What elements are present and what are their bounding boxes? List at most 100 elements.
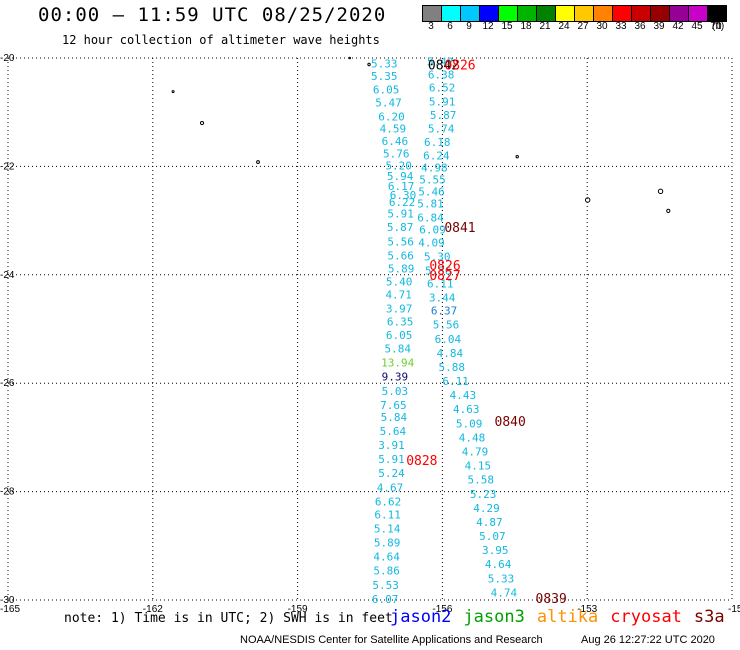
wave-height-value: 5.91 [378,453,405,466]
wave-height-value: 5.55 [419,173,446,186]
satellite-altika: altika [536,607,599,627]
wave-height-value: 5.40 [386,275,413,288]
wave-height-value: 5.87 [430,109,457,122]
legend-label: 30 [596,21,608,32]
legend-swatch [499,6,518,21]
island-outline [199,120,205,126]
wave-height-value: 5.91 [387,208,414,221]
legend-swatch [537,6,556,21]
wave-height-value: 6.84 [417,211,444,224]
wave-height-value: 4.87 [476,516,503,529]
lat-tick-label: -26 [0,378,15,389]
legend-swatch [480,6,499,21]
legend-swatch [651,6,670,21]
wave-height-value: 5.20 [385,159,412,172]
island-outline [666,208,671,213]
island-outline [515,154,519,159]
wave-height-value: 5.91 [429,95,456,108]
wave-height-value: 5.30 [424,250,451,263]
wave-height-value: 5.84 [384,343,411,356]
wave-height-value: 6.05 [386,329,413,342]
lon-tick-label: -159 [288,604,308,615]
wave-height-value: 4.43 [450,389,477,402]
wave-height-value: 6.09 [419,223,446,236]
footer-timestamp: Aug 26 12:27:22 UTC 2020 [581,634,715,646]
wave-height-value: 6.38 [428,68,455,81]
wave-height-value: 5.09 [456,417,483,430]
wave-height-value: 5.07 [479,530,506,543]
wave-height-value: 5.36 [425,264,452,277]
wave-height-value: 6.18 [424,136,451,149]
pass-time-label: 0840 [495,415,526,430]
legend-label: 36 [634,21,646,32]
legend-label: 33 [615,21,627,32]
wave-height-value: 6.22 [389,196,416,209]
wave-height-value: 5.47 [375,96,402,109]
wave-height-value: 6.37 [431,305,458,318]
legend-label: 18 [520,21,532,32]
legend-label: 24 [558,21,570,32]
wave-height-value: 5.46 [418,185,445,198]
pass-time-label: 0839 [536,592,567,607]
lon-tick-label: -153 [577,604,597,615]
legend-label: 21 [539,21,551,32]
wave-height-value: 5.33 [371,57,398,70]
footer-note: note: 1) Time is in UTC; 2) SWH is in fe… [64,611,393,626]
lon-tick-label: -162 [143,604,163,615]
wave-height-value: 5.24 [378,467,405,480]
wave-height-value: 9.39 [382,371,409,384]
lat-tick-label: -24 [0,270,15,281]
legend-label: 9 [466,21,472,32]
pass-time-label: 0841 [444,221,475,236]
lat-tick-label: -22 [0,161,15,172]
legend-swatch [708,6,726,21]
wave-height-value: 3.95 [482,544,509,557]
legend-label: 45 [691,21,703,32]
island-outline [584,197,591,203]
wave-height-value: 4.63 [453,403,480,416]
lat-tick-label: -30 [0,595,15,606]
wave-height-value: 5.88 [439,361,466,374]
legend-label: 70 [710,21,722,32]
wave-height-value: 4.59 [380,122,407,135]
satellite-cryosat: cryosat [610,607,682,627]
legend-swatch [518,6,537,21]
wave-height-value: 3.97 [386,302,413,315]
lat-tick-label: -28 [0,487,15,498]
legend-swatch [632,6,651,21]
wave-height-value: 5.74 [428,122,455,135]
pass-time-label: 0828 [406,454,437,469]
wave-height-value: 4.98 [421,161,448,174]
wave-height-value: 4.64 [373,551,400,564]
legend-swatch [689,6,708,21]
wave-height-value: 5.76 [383,147,410,160]
wave-height-value: 4.29 [473,502,500,515]
wave-height-value: 5.53 [372,579,399,592]
island-outline [348,56,352,60]
map-title: 00:00 — 11:59 UTC 08/25/2020 [38,4,387,26]
wave-height-value: 4.48 [459,431,486,444]
wave-height-value: 6.20 [378,111,405,124]
wave-height-value: 4.09 [418,236,445,249]
wave-height-value: 4.67 [377,481,404,494]
legend-unit: (ft) [712,21,725,32]
wave-height-value: 5.66 [387,249,414,262]
pass-time-label: 0827 [429,269,460,284]
legend-label: 12 [482,21,494,32]
lat-tick-label: -20 [0,53,15,64]
island-outline [657,188,664,195]
wave-height-value: 5.87 [387,221,414,234]
legend-label: 6 [447,21,453,32]
wave-height-value: 6.11 [427,277,454,290]
legend-swatch [575,6,594,21]
legend-swatch [423,6,442,21]
legend-label: 27 [577,21,589,32]
legend-swatch [670,6,689,21]
legend-label: 42 [672,21,684,32]
lon-tick-label: -165 [0,604,20,615]
wave-height-value: 3.91 [378,439,405,452]
satellite-legend: jason2 jason3 altika cryosat s3a [390,607,737,627]
island-outline [171,90,175,94]
legend-swatch [556,6,575,21]
lon-tick-label: -156 [432,604,452,615]
